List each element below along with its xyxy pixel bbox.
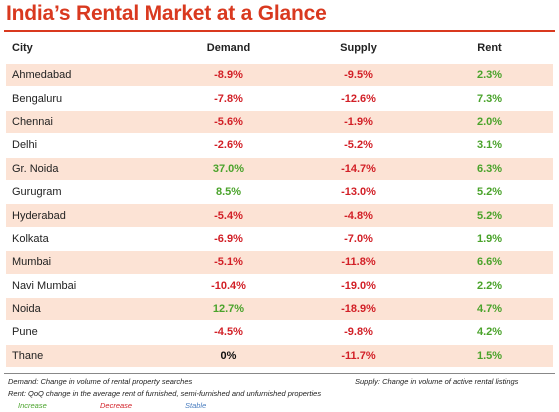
- rent-cell: 7.3%: [426, 86, 553, 111]
- supply-cell: -9.8%: [291, 320, 426, 345]
- rent-cell: 3.1%: [426, 133, 553, 158]
- city-cell: Mumbai: [6, 250, 166, 275]
- column-header-rent: Rent: [426, 33, 553, 64]
- demand-cell: -5.6%: [166, 109, 291, 134]
- supply-cell: -4.8%: [291, 203, 426, 228]
- demand-note: Demand: Change in volume of rental prope…: [8, 377, 193, 386]
- table-row: Noida 12.7% -18.9% 4.7%: [6, 296, 553, 321]
- supply-cell: -7.0%: [291, 226, 426, 251]
- demand-cell: -6.9%: [166, 226, 291, 251]
- rent-cell: 1.9%: [426, 226, 553, 251]
- rent-cell: 2.0%: [426, 109, 553, 134]
- city-cell: Delhi: [6, 133, 166, 158]
- table-row: Navi Mumbai -10.4% -19.0% 2.2%: [6, 273, 553, 298]
- supply-note: Supply: Change in volume of active renta…: [355, 377, 519, 386]
- rent-cell: 4.7%: [426, 296, 553, 321]
- table-body: Ahmedabad -8.9% -9.5% 2.3% Bengaluru -7.8% -12…: [6, 62, 553, 368]
- rent-cell: 4.2%: [426, 320, 553, 345]
- city-cell: Hyderabad: [6, 203, 166, 228]
- supply-cell: -18.9%: [291, 296, 426, 321]
- table-row: Gr. Noida 37.0% -14.7% 6.3%: [6, 156, 553, 181]
- city-cell: Chennai: [6, 109, 166, 134]
- supply-cell: -1.9%: [291, 109, 426, 134]
- legend-decrease: Decrease: [100, 401, 133, 410]
- footer-divider: [4, 373, 555, 374]
- column-header-supply: Supply: [291, 33, 426, 64]
- legend-stable: Stable: [185, 401, 207, 410]
- city-cell: Gurugram: [6, 179, 166, 204]
- demand-cell: 8.5%: [166, 179, 291, 204]
- demand-cell: -2.6%: [166, 133, 291, 158]
- rent-cell: 2.3%: [426, 62, 553, 87]
- title-divider: [4, 30, 555, 32]
- supply-cell: -13.0%: [291, 179, 426, 204]
- supply-cell: -11.8%: [291, 250, 426, 275]
- demand-cell: 12.7%: [166, 296, 291, 321]
- table-row: Delhi -2.6% -5.2% 3.1%: [6, 133, 553, 158]
- table-header-row: City Demand Supply Rent: [6, 33, 553, 64]
- demand-cell: -5.4%: [166, 203, 291, 228]
- page-title: India’s Rental Market at a Glance: [6, 2, 327, 25]
- table-row: Hyderabad -5.4% -4.8% 5.2%: [6, 203, 553, 228]
- city-cell: Pune: [6, 320, 166, 345]
- supply-cell: -14.7%: [291, 156, 426, 181]
- table-row: Kolkata -6.9% -7.0% 1.9%: [6, 226, 553, 251]
- city-cell: Thane: [6, 343, 166, 368]
- supply-cell: -11.7%: [291, 343, 426, 368]
- table-row: Bengaluru -7.8% -12.6% 7.3%: [6, 86, 553, 111]
- demand-cell: -4.5%: [166, 320, 291, 345]
- table-row: Chennai -5.6% -1.9% 2.0%: [6, 109, 553, 134]
- demand-cell: -5.1%: [166, 250, 291, 275]
- rent-cell: 6.6%: [426, 250, 553, 275]
- rental-market-table: City Demand Supply Rent Ahmedabad -8.9% -9…: [6, 33, 553, 368]
- legend-increase: Increase: [18, 401, 47, 410]
- rent-note: Rent: QoQ change in the average rent of …: [8, 389, 322, 398]
- table-row: Pune -4.5% -9.8% 4.2%: [6, 320, 553, 345]
- rent-cell: 5.2%: [426, 203, 553, 228]
- table-row: Ahmedabad -8.9% -9.5% 2.3%: [6, 62, 553, 87]
- city-cell: Navi Mumbai: [6, 273, 166, 298]
- rent-cell: 5.2%: [426, 179, 553, 204]
- city-cell: Bengaluru: [6, 86, 166, 111]
- demand-cell: -10.4%: [166, 273, 291, 298]
- column-header-demand: Demand: [166, 33, 291, 64]
- supply-cell: -5.2%: [291, 133, 426, 158]
- column-header-city: City: [6, 33, 166, 64]
- supply-cell: -19.0%: [291, 273, 426, 298]
- rent-cell: 1.5%: [426, 343, 553, 368]
- table-row: Mumbai -5.1% -11.8% 6.6%: [6, 250, 553, 275]
- rent-cell: 6.3%: [426, 156, 553, 181]
- table-row: Thane 0% -11.7% 1.5%: [6, 343, 553, 368]
- supply-cell: -9.5%: [291, 62, 426, 87]
- supply-cell: -12.6%: [291, 86, 426, 111]
- city-cell: Gr. Noida: [6, 156, 166, 181]
- city-cell: Ahmedabad: [6, 62, 166, 87]
- demand-cell: -7.8%: [166, 86, 291, 111]
- city-cell: Noida: [6, 296, 166, 321]
- demand-cell: 0%: [166, 343, 291, 368]
- table-row: Gurugram 8.5% -13.0% 5.2%: [6, 179, 553, 204]
- city-cell: Kolkata: [6, 226, 166, 251]
- demand-cell: 37.0%: [166, 156, 291, 181]
- demand-cell: -8.9%: [166, 62, 291, 87]
- rent-cell: 2.2%: [426, 273, 553, 298]
